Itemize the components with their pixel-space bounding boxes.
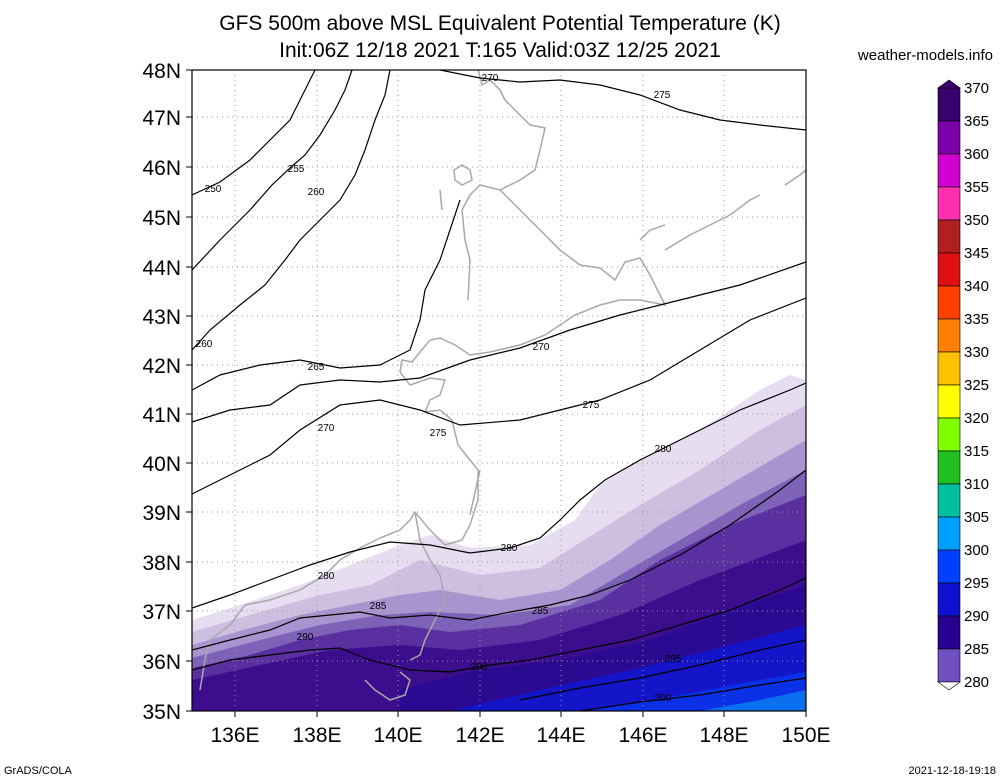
colorbar-swatch [937, 615, 961, 650]
contour-label: 275 [654, 90, 671, 101]
lat-label: 41N [142, 404, 181, 427]
lat-label: 48N [142, 60, 181, 83]
band-298 [580, 672, 806, 711]
contour-label: 250 [205, 184, 222, 195]
lon-label: 136E [210, 724, 259, 747]
colorbar-swatch [937, 120, 961, 155]
contour-label: 275 [430, 428, 447, 439]
colorbar-swatch [937, 186, 961, 221]
contour-label: 260 [308, 187, 325, 198]
colorbar-swatch [937, 417, 961, 452]
colorbar-bottom-arrow [937, 681, 961, 691]
contour-label: 285 [532, 606, 549, 617]
lon-label: 144E [536, 724, 585, 747]
colorbar-label: 305 [964, 509, 989, 526]
colorbar-swatch [937, 87, 961, 122]
colorbar-label: 280 [964, 674, 989, 691]
contour-label: 260 [196, 339, 213, 350]
contour-label: 275 [583, 400, 600, 411]
colorbar-swatch [937, 516, 961, 551]
colorbar-swatch [937, 318, 961, 353]
lat-labels: 48N 47N 46N 45N 44N 43N 42N 41N 40N 39N … [142, 60, 181, 724]
colorbar-label: 325 [964, 377, 989, 394]
contour-label: 255 [288, 164, 305, 175]
lon-label: 142E [455, 724, 504, 747]
lat-label: 38N [142, 552, 181, 575]
colorbar-top-arrow [937, 79, 961, 89]
contour-label: 265 [308, 362, 325, 373]
colorbar-label: 345 [964, 245, 989, 262]
band-300 [700, 690, 806, 711]
contour-label: 290 [297, 632, 314, 643]
lon-label: 150E [781, 724, 830, 747]
contour-label: 290 [471, 662, 488, 673]
colorbar-label: 365 [964, 113, 989, 130]
colorbar-swatch [937, 153, 961, 188]
contour-label: 300 [655, 693, 672, 704]
plot-frame [191, 69, 807, 712]
colorbar-label: 340 [964, 278, 989, 295]
lat-label: 44N [142, 257, 181, 280]
colorbar-label: 355 [964, 179, 989, 196]
colorbar-swatch [937, 648, 961, 683]
colorbar-swatch [937, 483, 961, 518]
colorbar-label: 320 [964, 410, 989, 427]
lat-label: 37N [142, 601, 181, 624]
contour-label: 270 [482, 73, 499, 84]
colorbar-label: 350 [964, 212, 989, 229]
contour-label: 285 [370, 601, 387, 612]
lon-label: 148E [699, 724, 748, 747]
colorbar-label: 290 [964, 608, 989, 625]
colorbar-label: 335 [964, 311, 989, 328]
lat-label: 47N [142, 107, 181, 130]
plot-area: 250 255 260 260 265 270 270 270 275 275 … [192, 70, 806, 711]
lat-label: 40N [142, 453, 181, 476]
colorbar-swatch [937, 351, 961, 386]
contour-label: 280 [501, 543, 518, 554]
colorbar-label: 370 [964, 80, 989, 97]
colorbar-swatch [937, 549, 961, 584]
colorbar-swatch [937, 384, 961, 419]
colorbar-swatch [937, 219, 961, 254]
colorbar-label: 310 [964, 476, 989, 493]
colorbar-label: 300 [964, 542, 989, 559]
map-title: GFS 500m above MSL Equivalent Potential … [219, 12, 780, 35]
axis-ticks [186, 69, 807, 717]
colorbar-label: 360 [964, 146, 989, 163]
colorbar: 370 365 360 355 350 345 340 335 330 325 320 315 310 3… [937, 79, 989, 691]
colorbar-swatch [937, 450, 961, 485]
lat-label: 36N [142, 651, 181, 674]
contour-label: 280 [318, 571, 335, 582]
lon-label: 140E [373, 724, 422, 747]
lat-label: 42N [142, 355, 181, 378]
grid [192, 70, 806, 711]
colorbar-swatch [937, 582, 961, 617]
colorbar-swatch [937, 285, 961, 320]
colorbar-label: 285 [964, 641, 989, 658]
contour-label: 295 [665, 654, 682, 665]
contour-label: 280 [655, 444, 672, 455]
footer-left: GrADS/COLA [4, 765, 73, 777]
footer-right: 2021-12-18-19:18 [909, 765, 996, 777]
lon-label: 138E [292, 724, 341, 747]
lat-label: 45N [142, 207, 181, 230]
contour-label-group: 250 255 260 260 265 270 270 270 275 275 … [196, 73, 682, 704]
colorbar-label: 330 [964, 344, 989, 361]
lat-label: 39N [142, 502, 181, 525]
coastlines [199, 70, 806, 701]
contour-label: 270 [533, 342, 550, 353]
lon-label: 146E [618, 724, 667, 747]
site-label: weather-models.info [857, 47, 993, 64]
contours [192, 70, 806, 711]
lat-label: 46N [142, 157, 181, 180]
colorbar-label: 295 [964, 575, 989, 592]
colorbar-label: 315 [964, 443, 989, 460]
lat-label: 35N [142, 701, 181, 724]
lon-labels: 136E 138E 140E 142E 144E 146E 148E 150E [210, 724, 830, 747]
contour-label: 270 [318, 423, 335, 434]
map-subtitle: Init:06Z 12/18 2021 T:165 Valid:03Z 12/2… [279, 39, 721, 62]
colorbar-swatch [937, 252, 961, 287]
lat-label: 43N [142, 306, 181, 329]
